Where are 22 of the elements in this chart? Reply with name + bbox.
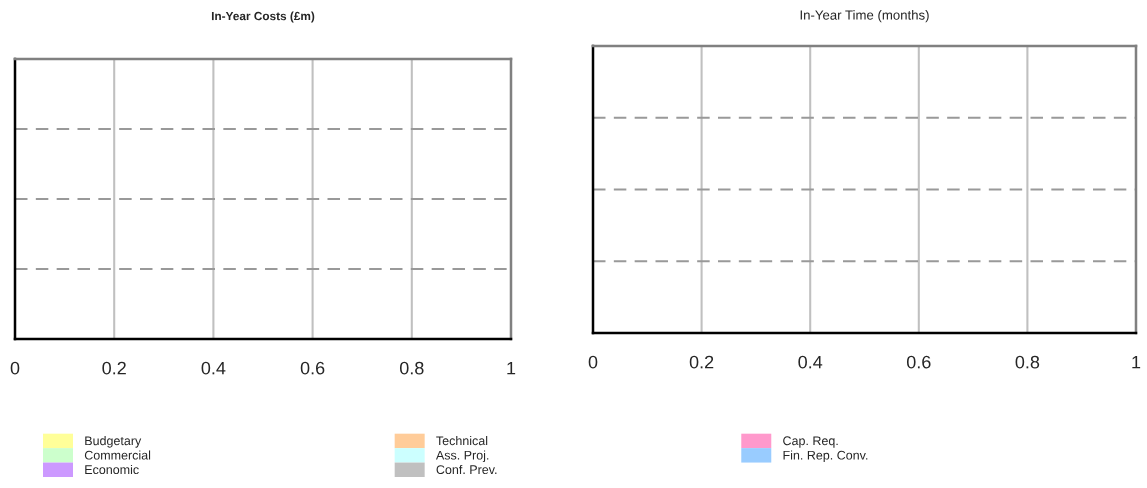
x-tick-label: 0.6 bbox=[300, 361, 325, 375]
x-tick-label: 0.2 bbox=[689, 355, 714, 369]
x-tick-label: 0.2 bbox=[102, 361, 126, 375]
legend-label: Ass. Proj. bbox=[435, 450, 489, 463]
x-tick-label: 1 bbox=[1132, 355, 1141, 369]
legend-label: Budgetary bbox=[85, 436, 142, 448]
legend-label: Cap. Req. bbox=[783, 436, 838, 448]
x-tick-label: 0.8 bbox=[1015, 355, 1040, 369]
x-tick-label: 0.4 bbox=[201, 361, 226, 375]
legend-label: Commercial bbox=[84, 450, 151, 460]
x-tick-label: 0.4 bbox=[798, 355, 823, 369]
x-tick-label: 0.8 bbox=[399, 361, 424, 375]
legend-label: Technical bbox=[436, 436, 488, 446]
chart-title: In-Year Time (months) bbox=[800, 10, 929, 23]
x-tick-label: 0 bbox=[10, 361, 20, 375]
legend-label: Economic bbox=[85, 464, 139, 475]
x-tick-label: 1 bbox=[507, 361, 516, 375]
legend-label: Conf. Prev. bbox=[436, 464, 497, 475]
legend-label: Fin. Rep. Conv. bbox=[783, 450, 868, 463]
chart-title: In-Year Costs (£m) bbox=[211, 11, 315, 23]
x-tick-label: 0 bbox=[588, 355, 598, 369]
x-tick-label: 0.6 bbox=[906, 355, 931, 369]
